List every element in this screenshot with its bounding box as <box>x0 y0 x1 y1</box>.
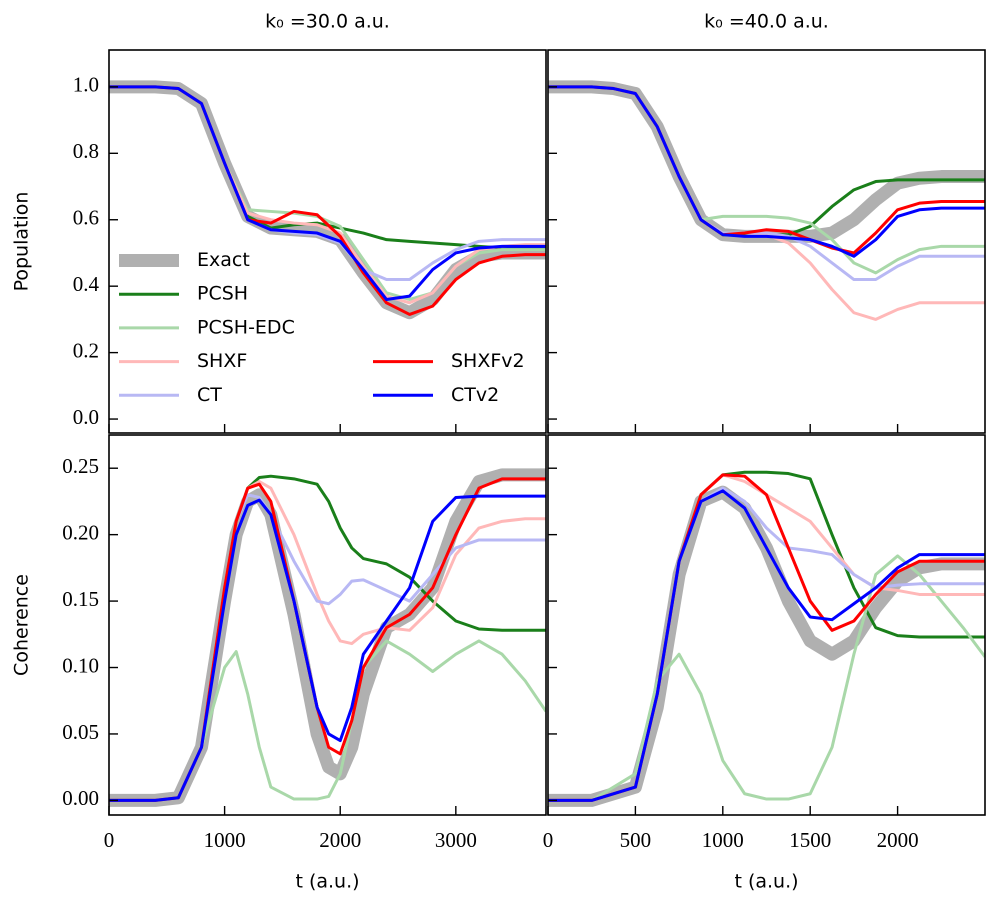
axes-frame <box>547 434 986 816</box>
y-tick-label: 0.4 <box>73 272 100 296</box>
series-line <box>548 470 985 802</box>
x-tick-label: 500 <box>620 828 652 852</box>
x-tick-label: 1000 <box>702 828 744 852</box>
panel-title: k₀ =30.0 a.u. <box>265 11 390 33</box>
series-line <box>109 85 546 301</box>
y-tick-label: 0.05 <box>62 720 99 744</box>
axes-frame <box>547 49 986 434</box>
axes-frame <box>108 434 547 816</box>
y-axis-label: Coherence <box>11 574 33 676</box>
x-tick-label: 0 <box>543 828 554 852</box>
series-line <box>548 85 985 237</box>
series-line <box>548 489 985 802</box>
legend-label: PCSH-EDC <box>197 316 295 338</box>
y-tick-label: 0.15 <box>62 587 99 611</box>
legend-label: PCSH <box>197 283 248 305</box>
series-line <box>109 639 546 802</box>
y-tick-label: 0.25 <box>62 454 99 478</box>
legend-label: CT <box>197 384 222 406</box>
x-tick-label: 3000 <box>435 828 477 852</box>
plot-area <box>109 80 546 320</box>
y-tick-label: 0.10 <box>62 653 99 677</box>
series-line <box>109 85 546 316</box>
y-tick-label: 1.0 <box>73 73 99 97</box>
legend-label: Exact <box>197 249 250 271</box>
series-line <box>548 554 985 802</box>
x-axis-label: t (a.u.) <box>734 871 798 893</box>
y-tick-label: 0.2 <box>73 338 99 362</box>
legend-label: CTv2 <box>451 384 499 406</box>
x-tick-label: 1000 <box>204 828 246 852</box>
plot-area <box>548 470 985 807</box>
x-axis-label: t (a.u.) <box>295 871 359 893</box>
legend-label: SHXF <box>197 350 247 372</box>
x-tick-label: 2000 <box>877 828 919 852</box>
series-line <box>109 85 546 301</box>
series-line <box>109 85 546 305</box>
series-line <box>548 85 985 255</box>
y-tick-label: 0.20 <box>62 520 99 544</box>
plot-area <box>109 468 546 807</box>
series-line <box>548 85 985 258</box>
series-line <box>109 494 546 802</box>
series-line <box>548 485 985 807</box>
panel-title: k₀ =40.0 a.u. <box>704 11 829 33</box>
series-line <box>548 80 985 243</box>
x-tick-label: 2000 <box>319 828 361 852</box>
y-axis-label: Population <box>11 192 33 292</box>
y-tick-label: 0.00 <box>62 786 99 810</box>
y-tick-label: 0.0 <box>73 405 99 429</box>
plot-area <box>548 80 985 321</box>
y-tick-label: 0.6 <box>73 206 99 230</box>
x-tick-label: 0 <box>104 828 115 852</box>
legend-label: SHXFv2 <box>451 350 525 372</box>
series-line <box>109 468 546 807</box>
y-tick-label: 0.8 <box>73 139 99 163</box>
x-tick-label: 1500 <box>789 828 831 852</box>
series-line <box>109 80 546 320</box>
axes-frame <box>108 49 547 434</box>
